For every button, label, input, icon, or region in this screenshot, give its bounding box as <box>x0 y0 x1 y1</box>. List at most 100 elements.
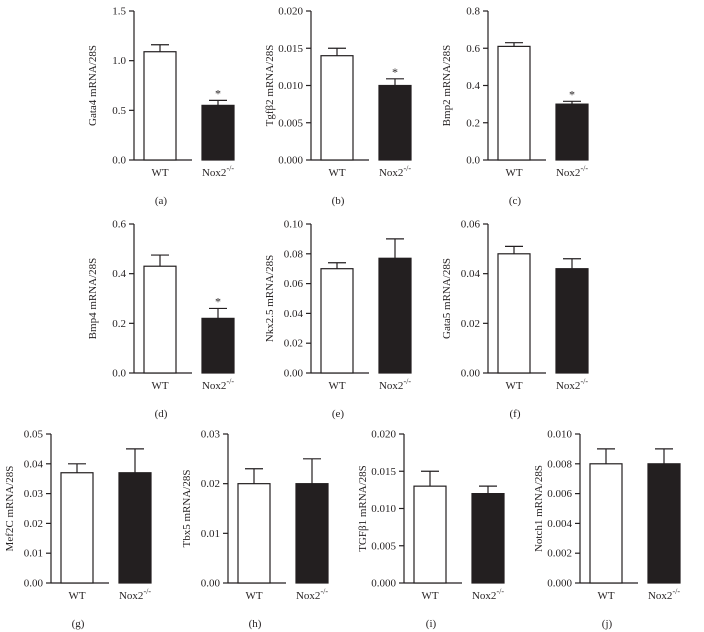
x-tick-label: WT <box>151 380 168 392</box>
y-tick-label: 0.01 <box>24 548 43 560</box>
y-tick-label: 0.00 <box>201 578 221 590</box>
bar-wt <box>237 483 271 584</box>
bar-nox2 <box>471 493 505 584</box>
y-tick-label: 0.02 <box>461 318 480 330</box>
panel-label: (a) <box>155 195 168 207</box>
y-tick-label: 0.020 <box>278 6 303 18</box>
panel-label: (h) <box>249 618 262 630</box>
x-tick-label: WT <box>151 167 168 179</box>
x-tick-label: Nox2-/- <box>202 164 234 179</box>
y-axis-label: Bmp2 mRNA/28S <box>441 45 453 127</box>
bar-wt <box>320 268 354 374</box>
panel-label: (j) <box>602 618 613 630</box>
y-tick-label: 0.015 <box>278 43 303 55</box>
panel-label: (i) <box>426 618 437 630</box>
chart-panel-b: 0.000 0.005 0.010 0.015 0.020 Tgfβ2 mRNA/28S W… <box>264 6 412 207</box>
bar-nox2 <box>647 463 681 584</box>
y-tick-label: 0.04 <box>284 308 304 320</box>
chart-panel-a: 0.0 0.5 1.0 1.5 Gata4 mRNA/28S WT * Nox2-/- (a) <box>87 6 235 207</box>
y-tick-label: 0.03 <box>201 429 221 441</box>
x-tick-label: WT <box>421 590 438 602</box>
y-tick-label: 0.0 <box>466 155 480 167</box>
chart-panel-d: 0.0 0.2 0.4 0.6 Bmp4 mRNA/28S WT * Nox2-/- (d) <box>87 219 235 420</box>
x-tick-label: Nox2-/- <box>202 377 234 392</box>
y-tick-label: 0.0 <box>112 155 126 167</box>
y-tick-label: 0.00 <box>284 368 304 380</box>
chart-panel-f: 0.00 0.02 0.04 0.06 Gata5 mRNA/28S WT Nox2-/- (… <box>441 219 589 420</box>
y-axis-label: Mef2C mRNA/28S <box>4 466 16 552</box>
y-tick-label: 0.02 <box>24 518 43 530</box>
y-axis-label: Bmp4 mRNA/28S <box>87 258 99 340</box>
y-tick-label: 0.04 <box>461 268 481 280</box>
y-tick-label: 0.4 <box>466 80 480 92</box>
y-tick-label: 0.03 <box>24 488 44 500</box>
bar-nox2 <box>295 483 329 584</box>
bar-wt <box>497 253 531 374</box>
y-tick-label: 0.000 <box>371 578 396 590</box>
y-tick-label: 0.02 <box>284 338 303 350</box>
bar-nox2 <box>378 257 412 374</box>
y-tick-label: 0.000 <box>547 578 572 590</box>
y-tick-label: 1.0 <box>112 55 126 67</box>
y-axis-label: Nkx2.5 mRNA/28S <box>264 255 276 342</box>
bar-nox2 <box>201 317 235 374</box>
y-tick-label: 0.015 <box>371 466 396 478</box>
y-axis-label: TGFβ1 mRNA/28S <box>357 465 369 552</box>
x-tick-label: WT <box>328 380 345 392</box>
panel-label: (e) <box>332 408 345 420</box>
y-tick-label: 1.5 <box>112 6 126 18</box>
x-tick-label: Nox2-/- <box>648 587 680 602</box>
chart-panel-c: 0.0 0.2 0.4 0.6 0.8 Bmp2 mRNA/28S WT * Nox2-/- (c… <box>441 6 589 207</box>
y-tick-label: 0.010 <box>278 80 303 92</box>
bar-nox2 <box>555 103 589 161</box>
y-tick-label: 0.5 <box>112 105 126 117</box>
bar-wt <box>589 463 623 584</box>
significance-marker: * <box>215 294 221 308</box>
y-tick-label: 0.0 <box>112 368 126 380</box>
panel-label: (b) <box>332 195 345 207</box>
y-tick-label: 0.02 <box>201 478 220 490</box>
y-tick-label: 0.4 <box>112 268 126 280</box>
y-tick-label: 0.06 <box>284 278 304 290</box>
y-tick-label: 0.08 <box>284 248 304 260</box>
chart-panel-e: 0.00 0.02 0.04 0.06 0.08 0.10 Nkx2.5 mRNA/28S W… <box>264 219 412 420</box>
y-tick-label: 0.06 <box>461 219 481 231</box>
bar-nox2 <box>201 104 235 161</box>
x-tick-label: Nox2-/- <box>379 377 411 392</box>
x-tick-label: WT <box>597 590 614 602</box>
bar-wt <box>413 485 447 584</box>
y-axis-label: Gata5 mRNA/28S <box>441 258 453 339</box>
y-tick-label: 0.000 <box>278 155 303 167</box>
chart-panel-g: 0.00 0.01 0.02 0.03 0.04 0.05 Mef2C mRNA/28S WT… <box>4 429 152 630</box>
y-tick-label: 0.8 <box>466 6 480 18</box>
panel-label: (f) <box>510 408 521 420</box>
x-tick-label: WT <box>328 167 345 179</box>
bar-nox2 <box>555 268 589 374</box>
y-tick-label: 0.005 <box>278 117 303 129</box>
x-tick-label: Nox2-/- <box>296 587 328 602</box>
y-axis-label: Gata4 mRNA/28S <box>87 45 99 126</box>
x-tick-label: Nox2-/- <box>379 164 411 179</box>
x-tick-label: WT <box>68 590 85 602</box>
y-tick-label: 0.020 <box>371 429 396 441</box>
y-tick-label: 0.005 <box>371 540 396 552</box>
panel-label: (c) <box>509 195 522 207</box>
bar-wt <box>143 51 177 161</box>
bar-wt <box>320 55 354 161</box>
y-tick-label: 0.00 <box>24 578 44 590</box>
significance-marker: * <box>569 87 575 101</box>
y-tick-label: 0.006 <box>547 488 572 500</box>
bar-wt <box>497 45 531 161</box>
y-tick-label: 0.04 <box>24 458 44 470</box>
y-tick-label: 0.2 <box>112 318 126 330</box>
y-tick-label: 0.2 <box>466 117 480 129</box>
x-tick-label: Nox2-/- <box>472 587 504 602</box>
chart-panel-i: 0.000 0.005 0.010 0.015 0.020 TGFβ1 mRNA/28S W… <box>357 429 505 630</box>
y-axis-label: Tgfβ2 mRNA/28S <box>264 45 276 127</box>
y-tick-label: 0.002 <box>547 548 572 560</box>
y-tick-label: 0.6 <box>466 43 480 55</box>
y-tick-label: 0.008 <box>547 458 572 470</box>
x-tick-label: Nox2-/- <box>119 587 151 602</box>
x-tick-label: Nox2-/- <box>556 164 588 179</box>
